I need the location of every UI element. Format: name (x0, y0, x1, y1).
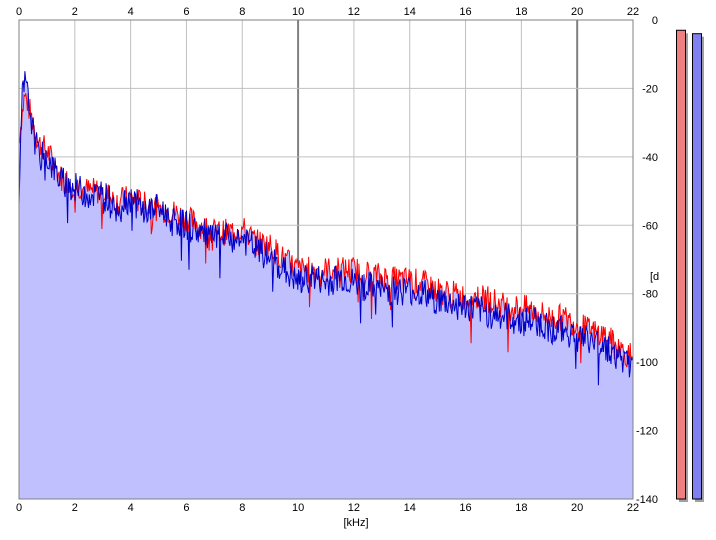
x-tick-label-bottom: 4 (128, 502, 134, 514)
x-tick-label-top: 2 (72, 6, 78, 18)
x-tick-label-top: 10 (292, 6, 304, 18)
x-tick-label-bottom: 2 (72, 502, 78, 514)
y-tick-label: -120 (636, 426, 658, 438)
x-tick-label-bottom: 0 (16, 502, 22, 514)
y-tick-labels: 0 -20 -40 -60 -80 -100 -120 -140 (636, 15, 658, 506)
y-tick-label: -140 (636, 494, 658, 506)
x-tick-label-top: 12 (348, 6, 360, 18)
plot-border (18, 19, 634, 500)
x-tick-label-top: 8 (239, 6, 245, 18)
x-tick-label-bottom: 14 (404, 502, 416, 514)
x-tick-label-top: 18 (515, 6, 527, 18)
x-tick-label-top: 0 (16, 6, 22, 18)
x-tick-label-top: 16 (459, 6, 471, 18)
left-channel-line (18, 93, 634, 368)
x-tick-label-bottom: 8 (239, 502, 245, 514)
x-tick-label-bottom: 22 (627, 502, 639, 514)
x-tick-label-top: 6 (183, 6, 189, 18)
x-tick-label-bottom: 16 (459, 502, 471, 514)
level-meters (676, 29, 704, 503)
x-tick-label-bottom: 20 (571, 502, 583, 514)
x-tick-label-bottom: 18 (515, 502, 527, 514)
y-tick-label: -100 (636, 357, 658, 369)
x-tick-labels-bottom: 0 2 4 6 8 10 12 14 16 18 20 22 (16, 502, 639, 514)
meter-right (692, 33, 702, 500)
meter-left (676, 29, 686, 500)
y-tick-label: -40 (642, 152, 658, 164)
y-axis-label: [dB] (650, 271, 660, 283)
x-tick-label-top: 4 (128, 6, 134, 18)
x-tick-label-bottom: 6 (183, 502, 189, 514)
x-tick-label-bottom: 10 (292, 502, 304, 514)
right-channel-line (18, 71, 634, 386)
y-tick-label: -80 (642, 289, 658, 301)
x-tick-label-bottom: 12 (348, 502, 360, 514)
y-tick-label: -20 (642, 83, 658, 95)
x-axis-label: [kHz] (343, 517, 368, 529)
y-tick-label: -60 (642, 220, 658, 232)
spectrum-plot: 0 2 4 6 8 10 12 14 16 18 20 22 0 2 4 6 8 10 12 14 16 18 20 22 … (16, 6, 660, 529)
x-tick-label-top: 22 (627, 6, 639, 18)
x-tick-label-top: 14 (404, 6, 416, 18)
x-tick-labels-top: 0 2 4 6 8 10 12 14 16 18 20 22 (16, 6, 639, 18)
y-tick-label: 0 (652, 15, 658, 27)
x-tick-label-top: 20 (571, 6, 583, 18)
